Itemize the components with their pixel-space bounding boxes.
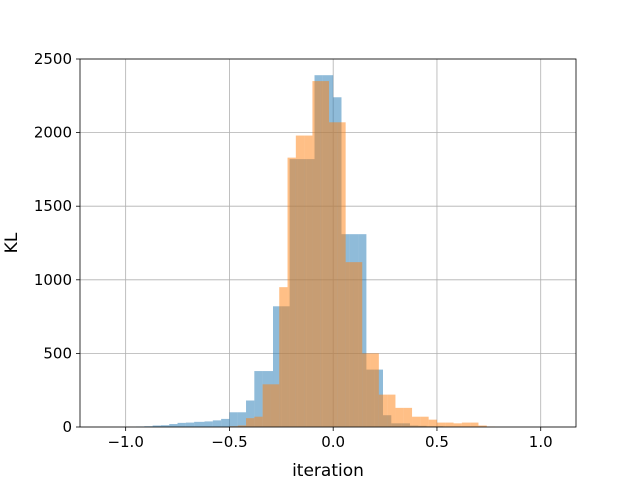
histogram-bars bbox=[136, 75, 496, 428]
y-tick-label: 1000 bbox=[34, 271, 72, 289]
axis-ticks: −1.0 −0.5 0.0 0.5 1.0 0 500 1000 1500 2000 2500 bbox=[34, 50, 553, 451]
histogram-bar bbox=[229, 412, 238, 427]
x-tick-label: 0.5 bbox=[425, 433, 449, 451]
histogram-bar bbox=[204, 421, 213, 427]
histogram-bar bbox=[212, 420, 222, 427]
histogram-bar bbox=[353, 262, 363, 427]
series-1-bars bbox=[229, 81, 496, 428]
histogram-bar bbox=[428, 419, 437, 427]
histogram-bar bbox=[221, 418, 230, 427]
histogram-bar bbox=[279, 287, 288, 427]
histogram-bar bbox=[420, 416, 429, 427]
histogram-bar bbox=[445, 422, 454, 427]
histogram-bar bbox=[478, 425, 487, 427]
histogram-bar bbox=[345, 262, 354, 427]
x-axis-label: iteration bbox=[292, 461, 364, 480]
histogram-bar bbox=[287, 157, 296, 427]
histogram-bar bbox=[370, 353, 379, 427]
x-tick-label: −0.5 bbox=[211, 433, 247, 451]
histogram-bar bbox=[237, 425, 247, 427]
histogram-bar bbox=[152, 425, 161, 427]
histogram-bar bbox=[295, 135, 305, 427]
x-tick-label: 1.0 bbox=[529, 433, 553, 451]
histogram-bar bbox=[194, 421, 205, 427]
histogram-bar bbox=[403, 407, 413, 427]
histogram-bar bbox=[160, 425, 170, 427]
histogram-bar bbox=[304, 135, 313, 427]
y-tick-label: 0 bbox=[62, 418, 72, 436]
histogram-bar bbox=[461, 422, 471, 427]
histogram-bar bbox=[337, 122, 346, 428]
histogram-bar bbox=[395, 407, 404, 427]
histogram-bar bbox=[273, 306, 282, 427]
histogram-bar bbox=[312, 81, 321, 427]
histogram-bar bbox=[262, 384, 271, 427]
histogram-bar bbox=[436, 422, 446, 427]
histogram-bar bbox=[378, 394, 388, 427]
histogram-bar bbox=[362, 353, 371, 427]
histogram-bar bbox=[177, 422, 186, 427]
y-tick-label: 2500 bbox=[34, 50, 72, 68]
x-tick-label: 0.0 bbox=[321, 433, 345, 451]
histogram-bar bbox=[246, 418, 255, 427]
histogram-bar bbox=[169, 424, 178, 427]
histogram-bar bbox=[387, 394, 396, 427]
histogram-bar bbox=[320, 81, 330, 427]
histogram-bar bbox=[185, 422, 195, 427]
y-tick-label: 1500 bbox=[34, 197, 72, 215]
y-tick-label: 2000 bbox=[34, 124, 72, 142]
histogram-bar bbox=[246, 400, 255, 427]
histogram-bar bbox=[412, 416, 421, 427]
histogram-bar bbox=[470, 422, 479, 427]
histogram-bar bbox=[237, 412, 247, 427]
histogram-bar bbox=[254, 371, 263, 427]
histogram-bar bbox=[254, 416, 263, 427]
x-tick-label: −1.0 bbox=[107, 433, 143, 451]
histogram-bar bbox=[270, 384, 280, 427]
y-tick-label: 500 bbox=[43, 344, 72, 362]
plot-frame bbox=[79, 58, 577, 428]
histogram-bar bbox=[453, 423, 462, 427]
y-axis-label: KL bbox=[2, 232, 22, 253]
histogram-bar bbox=[329, 122, 338, 428]
